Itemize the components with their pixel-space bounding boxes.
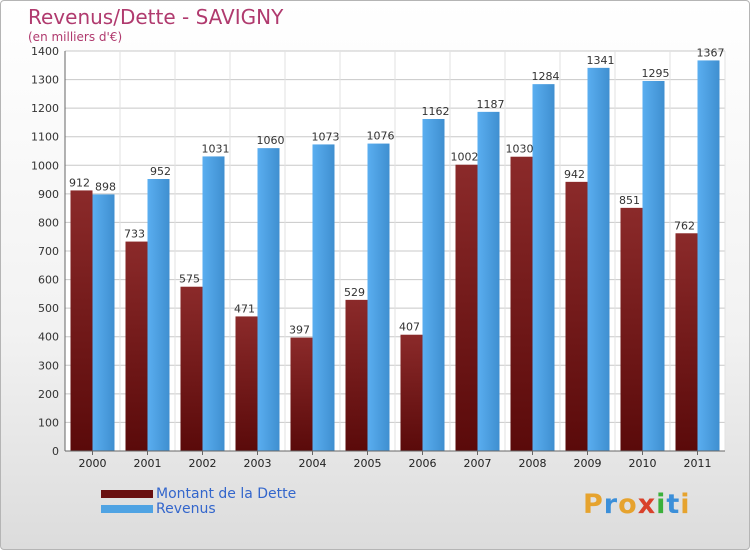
data-label-dette: 851: [619, 194, 640, 207]
y-tick-label: 900: [38, 188, 59, 201]
x-tick-label: 2008: [519, 457, 547, 470]
y-tick-label: 1400: [31, 45, 59, 58]
legend-swatch-revenus: [101, 505, 153, 513]
logo-letter: P: [583, 489, 604, 520]
x-tick-label: 2011: [684, 457, 712, 470]
data-label-dette: 912: [69, 176, 90, 189]
data-label-dette: 529: [344, 286, 365, 299]
data-label-revenus: 1341: [587, 54, 615, 67]
y-tick-label: 1000: [31, 159, 59, 172]
y-tick-label: 1100: [31, 131, 59, 144]
y-tick-label: 1300: [31, 74, 59, 87]
data-label-dette: 1030: [506, 143, 534, 156]
bar-dette: [290, 337, 313, 451]
bar-dette: [565, 181, 588, 451]
bar-dette: [125, 241, 148, 451]
y-tick-label: 1200: [31, 102, 59, 115]
data-label-dette: 733: [124, 228, 145, 241]
data-label-revenus: 1367: [697, 46, 725, 59]
data-label-revenus: 952: [150, 165, 171, 178]
y-tick-label: 600: [38, 274, 59, 287]
y-tick-label: 800: [38, 216, 59, 229]
x-tick-label: 2006: [409, 457, 437, 470]
bar-revenus: [422, 119, 445, 451]
bar-revenus: [697, 60, 720, 452]
bar-dette: [675, 233, 698, 451]
data-label-dette: 942: [564, 168, 585, 181]
x-tick-label: 2002: [189, 457, 217, 470]
bar-revenus: [642, 81, 665, 451]
bar-revenus: [587, 67, 610, 451]
bar-dette: [345, 299, 368, 451]
bar-revenus: [367, 143, 390, 452]
x-tick-label: 2005: [354, 457, 382, 470]
data-label-revenus: 1073: [312, 130, 340, 143]
legend-label-revenus: Revenus: [156, 501, 216, 517]
chart-title: Revenus/Dette - SAVIGNY: [28, 5, 284, 29]
data-label-revenus: 1162: [422, 105, 450, 118]
y-tick-label: 100: [38, 416, 59, 429]
y-tick-label: 400: [38, 331, 59, 344]
data-label-dette: 575: [179, 273, 200, 286]
bar-revenus: [477, 111, 500, 451]
logo-letter: t: [666, 489, 681, 520]
bar-dette: [235, 316, 258, 451]
bar-dette: [455, 164, 478, 451]
y-tick-label: 200: [38, 388, 59, 401]
data-label-dette: 471: [234, 302, 255, 315]
logo-letter: i: [656, 489, 667, 520]
bar-revenus: [202, 156, 225, 451]
x-tick-label: 2003: [244, 457, 272, 470]
x-tick-label: 2009: [574, 457, 602, 470]
data-label-dette: 1002: [451, 151, 479, 164]
data-label-revenus: 1060: [257, 134, 285, 147]
data-label-dette: 762: [674, 219, 695, 232]
data-label-dette: 397: [289, 324, 310, 337]
bar-dette: [400, 334, 423, 451]
data-label-revenus: 1076: [367, 130, 395, 143]
x-tick-label: 2010: [629, 457, 657, 470]
bar-dette: [620, 207, 643, 451]
x-tick-label: 2000: [79, 457, 107, 470]
data-label-revenus: 1187: [477, 98, 505, 111]
x-tick-label: 2004: [299, 457, 327, 470]
data-label-dette: 407: [399, 321, 420, 334]
bar-dette: [180, 286, 203, 451]
bar-dette: [70, 190, 93, 451]
data-label-revenus: 1295: [642, 67, 670, 80]
y-tick-label: 700: [38, 245, 59, 258]
legend-label-dette: Montant de la Dette: [156, 486, 297, 502]
x-tick-label: 2001: [134, 457, 162, 470]
data-label-revenus: 1284: [532, 70, 560, 83]
logo-letter: o: [618, 489, 638, 520]
bar-revenus: [147, 179, 170, 451]
proxiti-logo: Proxiti: [583, 489, 691, 520]
bar-revenus: [532, 84, 555, 452]
logo-letter: x: [637, 489, 657, 520]
bar-revenus: [312, 144, 335, 451]
y-tick-label: 300: [38, 359, 59, 372]
x-tick-label: 2007: [464, 457, 492, 470]
y-tick-label: 500: [38, 302, 59, 315]
bar-dette: [510, 156, 533, 451]
y-tick-label: 0: [52, 445, 59, 458]
bar-revenus: [257, 148, 280, 451]
data-label-revenus: 898: [95, 180, 116, 193]
chart-subtitle: (en milliers d'€): [28, 30, 123, 44]
bar-revenus: [92, 194, 115, 451]
logo-letter: i: [680, 489, 691, 520]
legend-swatch-dette: [101, 490, 153, 498]
data-label-revenus: 1031: [202, 142, 230, 155]
logo-letter: r: [603, 489, 619, 520]
